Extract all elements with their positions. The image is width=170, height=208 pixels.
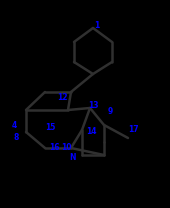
- Text: 16: 16: [49, 144, 59, 152]
- Text: N: N: [70, 154, 76, 162]
- Text: 12: 12: [57, 94, 67, 103]
- Text: 9: 9: [107, 108, 113, 116]
- Text: 15: 15: [45, 124, 55, 132]
- Text: 10: 10: [61, 144, 71, 152]
- Text: 17: 17: [128, 125, 138, 135]
- Text: 13: 13: [88, 100, 98, 109]
- Text: 8: 8: [13, 134, 19, 142]
- Text: 4: 4: [11, 120, 17, 130]
- Text: 14: 14: [86, 128, 96, 136]
- Text: 1: 1: [94, 21, 100, 30]
